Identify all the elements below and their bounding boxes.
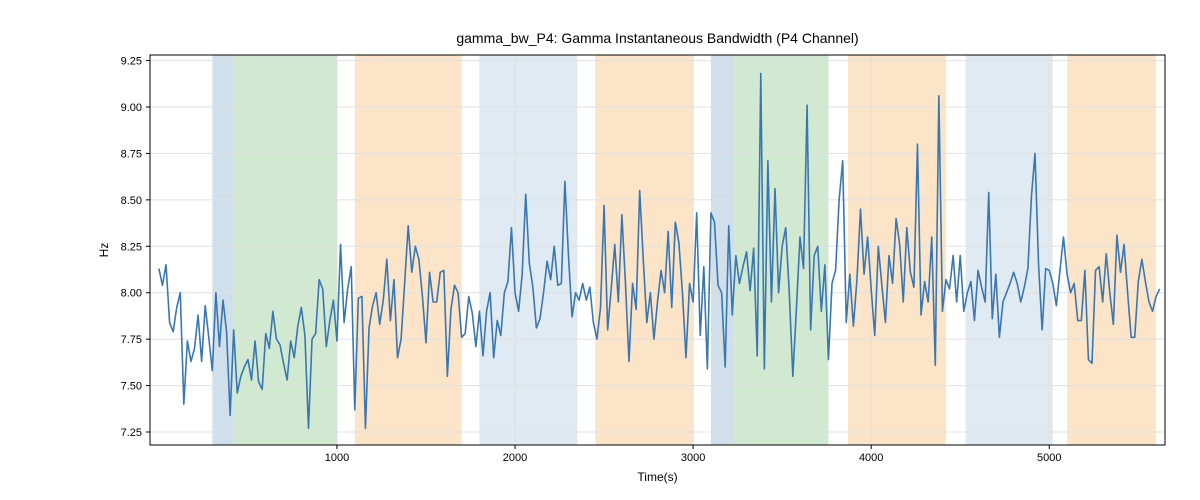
region-5 — [711, 55, 734, 445]
x-axis-label: Time(s) — [637, 470, 677, 484]
y-tick-label: 8.25 — [121, 241, 142, 253]
region-8 — [966, 55, 1053, 445]
x-tick-label: 5000 — [1037, 452, 1061, 464]
y-tick-label: 7.50 — [121, 381, 142, 393]
y-ticks: 7.25 7.50 7.75 8.00 8.25 8.50 8.75 9.00 9.25 — [121, 56, 150, 439]
x-tick-label: 3000 — [681, 452, 705, 464]
region-9 — [1067, 55, 1156, 445]
region-4 — [595, 55, 693, 445]
x-tick-label: 4000 — [859, 452, 883, 464]
y-tick-label: 8.75 — [121, 148, 142, 160]
y-tick-label: 8.00 — [121, 288, 142, 300]
y-tick-label: 7.75 — [121, 334, 142, 346]
y-tick-label: 9.25 — [121, 56, 142, 68]
y-tick-label: 7.25 — [121, 427, 142, 439]
region-1 — [234, 55, 337, 445]
region-0 — [212, 55, 233, 445]
chart-title: gamma_bw_P4: Gamma Instantaneous Bandwid… — [456, 30, 858, 46]
y-axis-label: Hz — [97, 243, 111, 258]
y-tick-label: 9.00 — [121, 102, 142, 114]
chart-svg: 1000 2000 3000 4000 5000 7.25 7.50 7.75 8.00 8.25… — [0, 0, 1200, 500]
x-ticks: 1000 2000 3000 4000 5000 — [325, 445, 1062, 464]
region-2 — [355, 55, 462, 445]
x-tick-label: 1000 — [325, 452, 349, 464]
chart-container: 1000 2000 3000 4000 5000 7.25 7.50 7.75 8.00 8.25… — [0, 0, 1200, 500]
y-tick-label: 8.50 — [121, 195, 142, 207]
x-tick-label: 2000 — [503, 452, 527, 464]
